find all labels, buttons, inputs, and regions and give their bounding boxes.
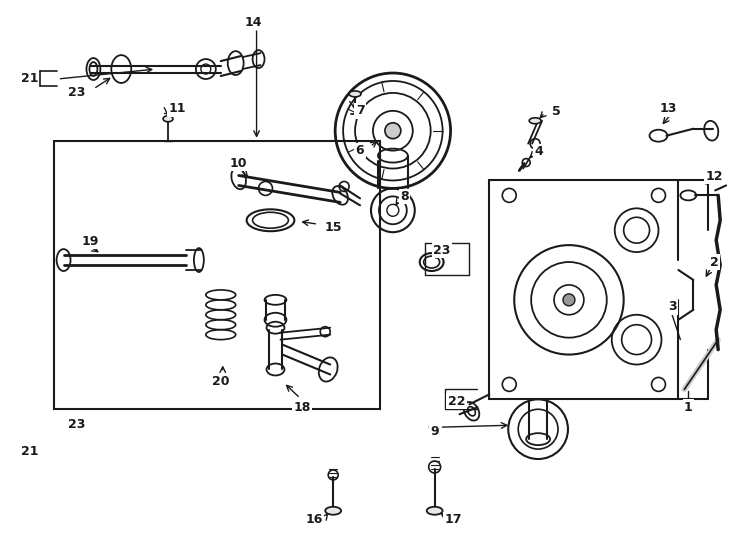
Text: 12: 12	[703, 169, 721, 182]
Ellipse shape	[163, 116, 173, 122]
Text: 4: 4	[533, 144, 542, 157]
Text: 9: 9	[427, 423, 436, 436]
Text: 3: 3	[668, 300, 677, 313]
Text: 22: 22	[446, 393, 463, 406]
Text: 16: 16	[307, 512, 324, 525]
Text: 2: 2	[710, 255, 719, 268]
Text: 10: 10	[230, 156, 247, 169]
Text: 22: 22	[448, 395, 465, 408]
Text: 23: 23	[431, 241, 448, 255]
Text: 15: 15	[324, 221, 342, 234]
Text: 1: 1	[684, 401, 693, 414]
Text: 16: 16	[305, 513, 323, 526]
Text: 6: 6	[356, 142, 364, 155]
Text: 19: 19	[81, 235, 99, 248]
Text: 5: 5	[552, 105, 560, 118]
Text: 12: 12	[705, 170, 723, 183]
Text: 21: 21	[21, 444, 38, 457]
Text: 11: 11	[168, 103, 186, 116]
Text: 20: 20	[212, 373, 230, 386]
Text: 3: 3	[666, 298, 675, 312]
Text: 6: 6	[356, 144, 364, 157]
Text: 23: 23	[68, 86, 85, 99]
Text: 8: 8	[399, 189, 407, 202]
Text: 11: 11	[165, 102, 183, 114]
Ellipse shape	[529, 118, 541, 124]
Text: 17: 17	[445, 513, 462, 526]
Text: 14: 14	[245, 16, 262, 29]
Text: 19: 19	[81, 234, 98, 247]
Text: 2: 2	[709, 254, 718, 267]
Text: 9: 9	[430, 424, 439, 437]
Text: 10: 10	[230, 157, 247, 170]
Text: 13: 13	[660, 103, 677, 116]
Text: 20: 20	[212, 375, 230, 388]
Text: 5: 5	[550, 104, 559, 117]
Bar	[54, 140, 380, 409]
Ellipse shape	[349, 91, 361, 97]
Ellipse shape	[325, 507, 341, 515]
Text: 18: 18	[291, 398, 309, 411]
Text: 4: 4	[535, 145, 543, 158]
Text: 7: 7	[354, 103, 363, 116]
Text: 21: 21	[21, 72, 38, 85]
Text: 15: 15	[321, 219, 339, 232]
Text: 23: 23	[433, 244, 450, 256]
Text: 14: 14	[245, 15, 262, 28]
Text: 7: 7	[356, 104, 364, 117]
Text: 18: 18	[294, 401, 311, 414]
Text: 8: 8	[401, 190, 409, 203]
Text: 17: 17	[444, 512, 461, 525]
Text: 23: 23	[68, 418, 85, 431]
Text: 13: 13	[658, 102, 675, 114]
Circle shape	[385, 123, 401, 139]
Ellipse shape	[426, 507, 443, 515]
Text: 1: 1	[684, 398, 693, 411]
Circle shape	[563, 294, 575, 306]
